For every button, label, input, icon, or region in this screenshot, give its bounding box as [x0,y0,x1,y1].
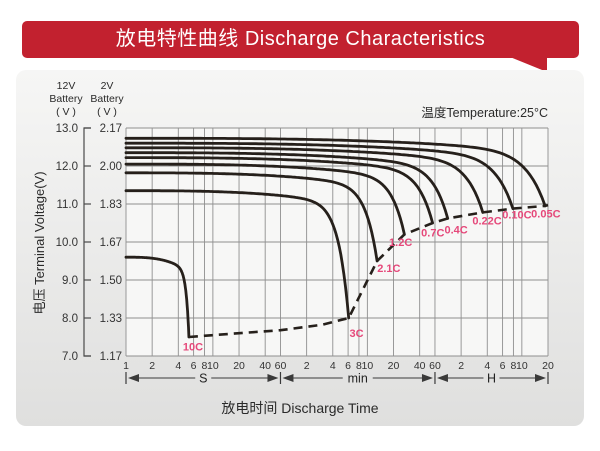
arrow-left-icon [128,374,139,382]
x-tick-label: 6 [500,360,506,372]
x-tick-label: 4 [330,360,336,372]
x-tick-label: 10 [362,360,374,372]
x-tick-label: 10 [516,360,528,372]
curve-label-0.4C: 0.4C [444,224,467,236]
x-tick-label: 20 [233,360,245,372]
x-tick-label: 8 [356,360,362,372]
curve-0.22C [124,146,485,214]
arrow-right-icon [421,374,433,382]
curve-label-0.05C: 0.05C [531,209,560,221]
y-tick-label-2v: 1.67 [100,237,122,249]
curve-label-3C: 3C [349,328,363,340]
y-tick-label-12v: 8.0 [62,313,78,325]
x-tick-label: 2 [458,360,464,372]
curve-label-2.1C: 2.1C [377,263,400,275]
x-tick-label: 2 [149,360,155,372]
curve-labels: 10C 3C 2.1C 1.2C 0.7C 0.4C 0.22C 0.10C 0.05C [183,209,561,354]
x-tick-label: 6 [345,360,351,372]
y-tick-label-12v: 11.0 [56,199,78,211]
x-tick-labels: 1 2 4 6 8 10 20 40 60 2 4 6 8 10 20 40 60 2 4 6 8 10 20 [123,360,554,372]
x-tick-label: 8 [511,360,517,372]
title-banner: 放电特性曲线 Discharge Characteristics [22,21,579,72]
x-tick-label: 6 [191,360,197,372]
arrow-left-icon [436,374,448,382]
y-tick-label-12v: 7.0 [62,351,78,363]
curve-0.4C [124,151,450,220]
x-tick-label: 40 [259,360,271,372]
y-axis-bracket [83,127,91,357]
y-tick-labels: 13.0 2.17 12.0 2.00 11.0 1.83 10.0 1.67 9.0 1.50 8… [56,123,122,363]
banner-tail [510,57,547,72]
curve-label-0.10C: 0.10C [502,210,531,222]
y-tick-label-2v: 1.33 [100,313,122,325]
section-label-H: H [487,372,496,386]
x-tick-label: 40 [414,360,426,372]
y-tick-label-2v: 2.17 [100,123,122,135]
curve-1.2C [124,162,406,236]
curve-3C [124,189,351,320]
curve-0.7C [124,156,434,225]
curve-0.10C [124,141,515,210]
y-tick-label-2v: 1.50 [100,275,122,287]
arrow-right-icon [535,374,546,382]
discharge-curves [124,136,547,339]
curve-label-0.22C: 0.22C [472,215,501,227]
arrow-left-icon [282,374,294,382]
x-tick-label: 4 [175,360,181,372]
y-tick-label-12v: 12.0 [56,161,78,173]
arrow-right-icon [267,374,279,382]
curve-label-10C: 10C [183,342,203,354]
x-tick-label: 60 [429,360,441,372]
x-tick-label: 20 [542,360,554,372]
page-title: 放电特性曲线 Discharge Characteristics [115,28,486,50]
y-tick-label-2v: 1.17 [100,351,122,363]
temperature-label: 温度Temperature:25°C [421,106,548,120]
x-tick-label: 4 [484,360,490,372]
section-label-S: S [199,372,207,386]
y-axis-header-2v: 2V Battery ( V ) [90,80,124,118]
x-tick-label: 10 [207,360,219,372]
x-tick-label: 8 [202,360,208,372]
x-tick-label: 1 [123,360,129,372]
y-tick-label-12v: 10.0 [56,237,78,249]
y-tick-label-12v: 9.0 [62,275,78,287]
curve-10C [124,255,191,339]
x-tick-label: 60 [275,360,287,372]
y-tick-label-2v: 1.83 [100,199,122,211]
y-axis-header-12v: 12V Battery ( V ) [49,80,83,118]
curve-2.1C [124,171,379,263]
x-tick-label: 2 [304,360,310,372]
curve-0.05C [124,136,547,208]
curve-label-1.2C: 1.2C [389,237,412,249]
curve-label-0.7C: 0.7C [421,228,444,240]
section-label-min: min [348,372,368,386]
x-tick-label: 20 [388,360,400,372]
y-tick-label-12v: 13.0 [56,123,78,135]
cutoff-voltage-line [188,203,549,339]
x-axis-title: 放电时间 Discharge Time [221,400,379,416]
y-tick-label-2v: 2.00 [100,161,122,173]
